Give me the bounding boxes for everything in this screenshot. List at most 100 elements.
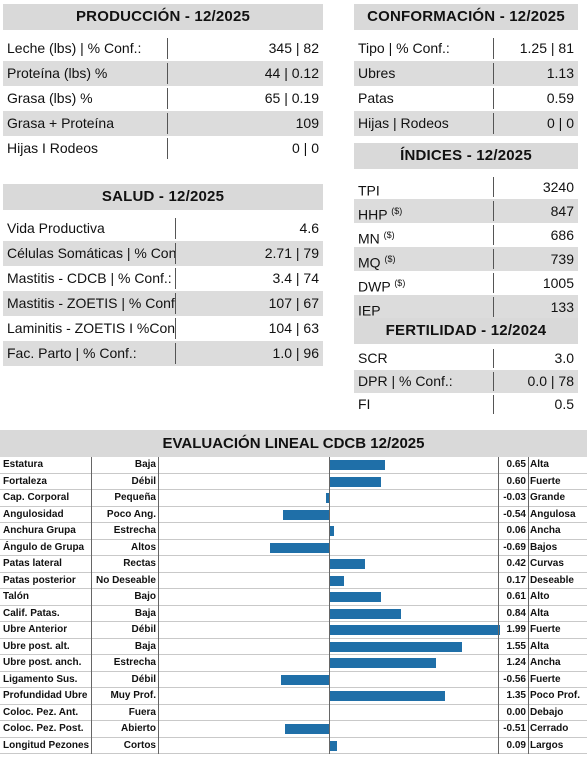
lineal-neg-label: Baja — [134, 459, 156, 470]
row-label: Tipo | % Conf.: — [358, 40, 450, 56]
lineal-value: 1.99 — [506, 624, 526, 635]
lineal-pos-label: Ancha — [530, 657, 561, 668]
row-label-sup: ($) — [394, 278, 406, 288]
lineal-neg-label: Muy Prof. — [110, 690, 156, 701]
conformacion-title: CONFORMACIÓN - 12/2025 — [354, 4, 578, 30]
lineal-pos-label: Fuerte — [530, 673, 561, 685]
lineal-value: 1.55 — [506, 640, 526, 652]
produccion-row: Grasa + Proteína 109 — [3, 111, 323, 136]
lineal-trait-label: Fortaleza — [3, 475, 47, 487]
conformacion-panel: CONFORMACIÓN - 12/2025 Tipo | % Conf.: 1.… — [354, 4, 578, 136]
lineal-pos-label: Alta — [530, 459, 549, 470]
salud-row: Mastitis - ZOETIS | % Conf.: 107 | 67 — [3, 291, 323, 316]
lineal-row: Angulosidad Poco Ang. -0.54 Angulosa — [0, 507, 587, 523]
lineal-bar — [329, 460, 385, 470]
lineal-row: Coloc. Pez. Post. Abierto -0.51 Cerrado — [0, 721, 587, 738]
lineal-trait-label: Longitud Pezones — [3, 739, 90, 751]
lineal-row: Fortaleza Débil 0.60 Fuerte — [0, 474, 587, 490]
lineal-neg-label: Fuera — [128, 706, 156, 718]
conformacion-row: Ubres 1.13 — [354, 61, 578, 86]
lineal-row: Ubre post. alt. Baja 1.55 Alta — [0, 639, 587, 655]
row-label: TPI — [358, 182, 380, 199]
fertilidad-panel: FERTILIDAD - 12/2024 SCR 3.0 DPR | % Conf… — [354, 318, 578, 416]
lineal-bar — [329, 740, 337, 751]
lineal-pos-label: Largos — [530, 739, 564, 751]
row-value: 847 — [550, 203, 574, 219]
row-label: Patas — [358, 90, 394, 106]
lineal-bar — [285, 724, 329, 734]
lineal-pos-label: Fuerte — [530, 475, 561, 487]
lineal-neg-label: Baja — [134, 640, 156, 652]
row-label: Proteína (lbs) % — [7, 65, 108, 81]
evaluacion-lineal-title: EVALUACIÓN LINEAL CDCB 12/2025 — [0, 430, 587, 457]
lineal-row: Estatura Baja 0.65 Alta — [0, 457, 587, 474]
row-label: Mastitis - CDCB | % Conf.: — [7, 270, 172, 286]
row-value: 345 | 82 — [268, 40, 319, 56]
row-label-sup: ($) — [384, 254, 396, 264]
lineal-trait-label: Ángulo de Grupa — [3, 541, 85, 553]
lineal-value: 0.65 — [506, 459, 526, 470]
row-value: 2.71 | 79 — [264, 245, 319, 261]
row-label: MN — [358, 230, 380, 247]
produccion-rows: Leche (lbs) | % Conf.: 345 | 82 Proteína … — [3, 36, 323, 161]
lineal-value: 0.17 — [506, 574, 526, 586]
lineal-neg-label: Abierto — [121, 723, 156, 734]
salud-row: Mastitis - CDCB | % Conf.: 3.4 | 74 — [3, 266, 323, 291]
fertilidad-rows: SCR 3.0 DPR | % Conf.: 0.0 | 78 FI 0.5 — [354, 347, 578, 416]
lineal-trait-label: Profundidad Ubre — [3, 690, 88, 701]
row-value: 3240 — [542, 179, 574, 195]
indices-panel: ÍNDICES - 12/2025 TPI 3240 HHP ($) 847 MN … — [354, 143, 578, 319]
row-value: 65 | 0.19 — [264, 90, 319, 106]
lineal-value: -0.54 — [503, 508, 526, 520]
lineal-pos-label: Alta — [530, 607, 549, 619]
lineal-value: 0.00 — [506, 706, 526, 718]
row-label: Laminitis - ZOETIS I %Conf.: — [7, 320, 175, 336]
lineal-neg-label: Altos — [131, 541, 156, 553]
produccion-panel: PRODUCCIÓN - 12/2025 Leche (lbs) | % Con… — [3, 4, 323, 161]
row-value: 107 | 67 — [268, 295, 319, 311]
lineal-row: Calif. Patas. Baja 0.84 Alta — [0, 606, 587, 622]
row-label-sup: ($) — [383, 230, 395, 240]
column-divider — [329, 457, 330, 754]
evaluacion-lineal-rows: Estatura Baja 0.65 Alta Fortaleza Débil 0.60 Fu… — [0, 457, 587, 754]
row-value: 44 | 0.12 — [264, 65, 319, 81]
row-value: 1.13 — [546, 65, 574, 81]
lineal-pos-label: Debajo — [530, 706, 564, 718]
row-value: 0.0 | 78 — [527, 373, 574, 389]
lineal-trait-label: Cap. Corporal — [3, 492, 70, 503]
lineal-bar — [280, 674, 329, 685]
lineal-bar — [329, 625, 501, 635]
row-label: Células Somáticas | % Conf.: — [7, 245, 175, 261]
row-value: 686 — [550, 227, 574, 243]
lineal-trait-label: Calif. Patas. — [3, 607, 60, 619]
row-value: 1.25 | 81 — [519, 40, 574, 56]
indices-row: IEP 133 — [354, 295, 578, 319]
lineal-value: -0.51 — [503, 723, 526, 734]
row-label: Fac. Parto | % Conf.: — [7, 345, 137, 361]
row-label: MQ — [358, 254, 381, 271]
evaluacion-lineal-panel: EVALUACIÓN LINEAL CDCB 12/2025 Estatura B… — [0, 430, 587, 754]
lineal-pos-label: Bajos — [530, 541, 558, 553]
lineal-trait-label: Estatura — [3, 459, 44, 470]
lineal-pos-label: Alta — [530, 640, 549, 652]
row-value: 1005 — [542, 275, 574, 291]
lineal-value: 1.35 — [506, 690, 526, 701]
indices-row: TPI 3240 — [354, 175, 578, 199]
lineal-value: 0.60 — [506, 475, 526, 487]
produccion-title: PRODUCCIÓN - 12/2025 — [3, 4, 323, 30]
lineal-row: Ubre Anterior Débil 1.99 Fuerte — [0, 622, 587, 639]
lineal-trait-label: Talón — [3, 591, 29, 602]
lineal-value: 0.06 — [506, 525, 526, 536]
lineal-trait-label: Coloc. Pez. Post. — [3, 723, 84, 734]
lineal-pos-label: Fuerte — [530, 624, 561, 635]
row-label: Mastitis - ZOETIS | % Conf.: — [7, 295, 175, 311]
row-value: 104 | 63 — [268, 320, 319, 336]
lineal-row: Profundidad Ubre Muy Prof. 1.35 Poco Prof. — [0, 688, 587, 705]
row-label: SCR — [358, 350, 388, 366]
column-divider — [528, 457, 529, 754]
lineal-row: Talón Bajo 0.61 Alto — [0, 589, 587, 606]
indices-row: HHP ($) 847 — [354, 199, 578, 223]
column-divider — [158, 457, 159, 754]
lineal-neg-label: No Deseable — [95, 574, 156, 586]
row-value: 0 | 0 — [547, 115, 574, 131]
